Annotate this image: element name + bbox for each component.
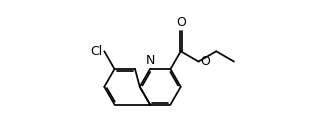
Text: O: O <box>201 55 211 68</box>
Text: N: N <box>145 54 155 67</box>
Text: O: O <box>176 16 186 29</box>
Text: Cl: Cl <box>90 45 103 58</box>
